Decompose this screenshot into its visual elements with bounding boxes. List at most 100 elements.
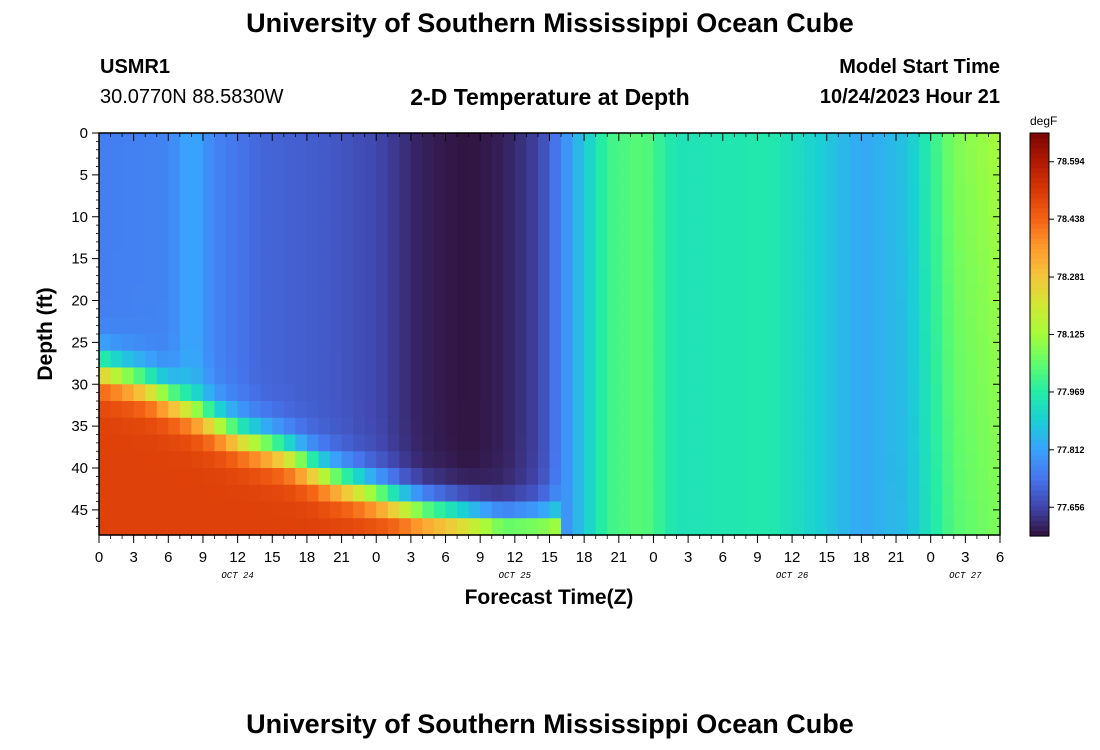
heatmap-cell — [653, 334, 666, 352]
heatmap-cell — [549, 518, 562, 536]
heatmap-cell — [896, 384, 909, 402]
heatmap-cell — [179, 133, 193, 151]
heatmap-cell — [722, 451, 735, 469]
heatmap-cell — [595, 133, 608, 151]
heatmap-cell — [618, 434, 631, 452]
heatmap-cell — [514, 300, 527, 318]
heatmap-cell — [768, 133, 782, 151]
heatmap-cell — [318, 166, 331, 184]
heatmap-cell — [387, 484, 400, 503]
colorbar-segment — [1030, 525, 1049, 532]
heatmap-cell — [364, 133, 377, 151]
heatmap-cell — [965, 200, 978, 218]
heatmap-cell — [468, 183, 481, 201]
heatmap-cell — [884, 250, 897, 268]
heatmap-cell — [179, 250, 193, 268]
heatmap-cell — [410, 468, 424, 486]
heatmap-cell — [826, 300, 839, 318]
heatmap-cell — [676, 484, 689, 503]
heatmap-cell — [491, 468, 504, 486]
heatmap-cell — [907, 149, 920, 168]
heatmap-cell — [549, 401, 562, 419]
heatmap-cell — [237, 350, 250, 369]
heatmap-cell — [815, 501, 828, 519]
heatmap-cell — [618, 250, 631, 268]
heatmap-cell — [376, 317, 389, 335]
heatmap-cell — [156, 401, 169, 419]
heatmap-cell — [676, 133, 689, 151]
heatmap-cell — [826, 451, 839, 469]
heatmap-cell — [422, 283, 435, 302]
heatmap-cell — [849, 300, 862, 318]
heatmap-cell — [826, 250, 839, 268]
heatmap-cell — [907, 267, 920, 285]
heatmap-cell — [330, 149, 343, 168]
heatmap-cell — [838, 200, 851, 218]
heatmap-cell — [965, 133, 978, 151]
heatmap-cell — [526, 317, 539, 335]
heatmap-cell — [376, 267, 389, 285]
heatmap-cell — [260, 250, 273, 268]
heatmap-cell — [214, 300, 227, 318]
heatmap-cell — [803, 334, 816, 352]
heatmap-cell — [537, 200, 551, 218]
heatmap-cell — [930, 451, 943, 469]
heatmap-cell — [145, 468, 158, 486]
heatmap-cell — [387, 233, 400, 251]
heatmap-cell — [757, 300, 770, 318]
colorbar-segment — [1030, 530, 1049, 537]
heatmap-cell — [237, 417, 250, 436]
heatmap-cell — [145, 267, 158, 285]
heatmap-cell — [422, 484, 435, 503]
heatmap-cell — [838, 350, 851, 369]
heatmap-cell — [803, 250, 816, 268]
heatmap-cell — [768, 250, 782, 268]
heatmap-cell — [676, 468, 689, 486]
heatmap-cell — [341, 283, 354, 302]
heatmap-cell — [422, 501, 435, 519]
heatmap-cell — [641, 283, 655, 302]
heatmap-cell — [145, 149, 158, 168]
heatmap-cell — [907, 501, 920, 519]
heatmap-cell — [595, 367, 608, 385]
heatmap-cell — [826, 216, 839, 235]
heatmap-cell — [272, 133, 285, 151]
colorbar-segment — [1030, 505, 1049, 512]
heatmap-cell — [838, 417, 851, 436]
heatmap-cell — [988, 200, 1001, 218]
heatmap-cell — [884, 434, 897, 452]
heatmap-cell — [722, 133, 735, 151]
heatmap-cell — [191, 350, 204, 369]
heatmap-cell — [976, 350, 990, 369]
heatmap-cell — [734, 518, 747, 536]
heatmap-cell — [514, 283, 527, 302]
heatmap-cell — [99, 166, 112, 184]
heatmap-cell — [734, 501, 747, 519]
heatmap-cell — [665, 250, 678, 268]
heatmap-cell — [618, 468, 631, 486]
heatmap-cell — [711, 317, 724, 335]
heatmap-cell — [792, 434, 805, 452]
heatmap-cell — [433, 401, 447, 419]
heatmap-cell — [792, 133, 805, 151]
heatmap-cell — [537, 350, 551, 369]
heatmap-cell — [988, 384, 1001, 402]
heatmap-cell — [468, 149, 481, 168]
heatmap-cell — [711, 367, 724, 385]
heatmap-cell — [179, 267, 193, 285]
heatmap-cell — [561, 183, 574, 201]
heatmap-cell — [341, 484, 354, 503]
heatmap-cell — [734, 434, 747, 452]
heatmap-cell — [942, 166, 955, 184]
heatmap-cell — [930, 317, 943, 335]
heatmap-cell — [711, 501, 724, 519]
heatmap-cell — [272, 250, 285, 268]
heatmap-cell — [595, 334, 608, 352]
heatmap-cell — [792, 250, 805, 268]
heatmap-cell — [283, 484, 296, 503]
heatmap-cell — [110, 417, 123, 436]
heatmap-cell — [688, 434, 701, 452]
heatmap-cell — [272, 233, 285, 251]
heatmap-cell — [202, 300, 216, 318]
heatmap-cell — [457, 200, 470, 218]
